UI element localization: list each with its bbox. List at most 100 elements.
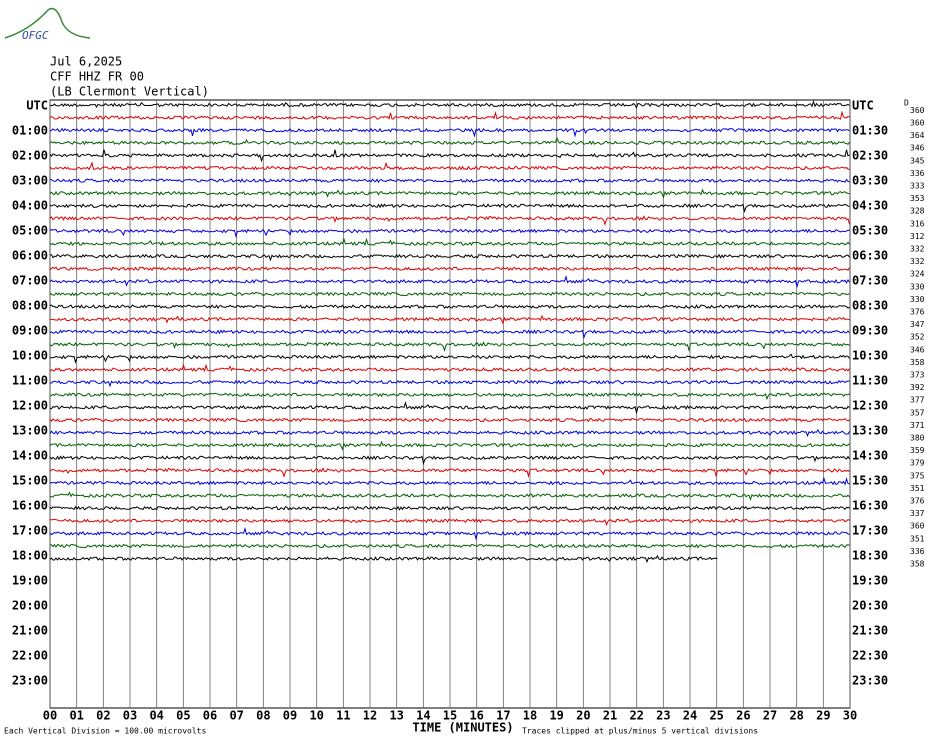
left-time-label: 13:00 — [12, 424, 48, 438]
x-tick-label: 02 — [96, 709, 110, 723]
left-time-label: 03:00 — [12, 174, 48, 188]
right-time-label: 02:30 — [852, 149, 888, 163]
right-time-label: 22:30 — [852, 649, 888, 663]
left-time-label: 09:00 — [12, 324, 48, 338]
x-tick-label: 07 — [229, 709, 243, 723]
right-time-label: 04:30 — [852, 199, 888, 213]
right-time-label: 21:30 — [852, 624, 888, 638]
left-time-label: 21:00 — [12, 624, 48, 638]
right-time-label: 05:30 — [852, 224, 888, 238]
left-time-label: 12:00 — [12, 399, 48, 413]
left-time-label: 18:00 — [12, 549, 48, 563]
seismic-trace — [49, 363, 850, 373]
x-tick-label: 04 — [149, 709, 163, 723]
seismic-trace — [49, 518, 850, 527]
trace-level: 346 — [910, 144, 925, 153]
seismic-trace — [49, 228, 850, 239]
right-time-label: 10:30 — [852, 349, 888, 363]
x-tick-label: 03 — [123, 709, 137, 723]
right-time-label: 12:30 — [852, 399, 888, 413]
trace-level: 353 — [910, 194, 925, 203]
trace-level: 360 — [910, 522, 925, 531]
x-tick-label: 01 — [69, 709, 83, 723]
left-time-label: 19:00 — [12, 574, 48, 588]
x-tick-label: 11 — [336, 709, 350, 723]
seismic-trace — [49, 491, 850, 501]
trace-level: 333 — [910, 182, 925, 191]
trace-level: 371 — [910, 421, 925, 430]
x-tick-label: 16 — [469, 709, 483, 723]
x-tick-label: 29 — [816, 709, 830, 723]
seismic-trace — [49, 291, 850, 297]
x-tick-label: 22 — [629, 709, 643, 723]
x-tick-label: 06 — [203, 709, 217, 723]
trace-level: 351 — [910, 484, 925, 493]
seismic-trace — [49, 477, 850, 486]
trace-level: 392 — [910, 383, 925, 392]
trace-level: 364 — [910, 131, 925, 140]
x-tick-label: 27 — [763, 709, 777, 723]
trace-level: 380 — [910, 434, 925, 443]
x-tick-label: 30 — [843, 709, 857, 723]
trace-level: 376 — [910, 497, 925, 506]
footer-division: Each Vertical Division = 100.00 microvol… — [4, 727, 206, 736]
seismic-trace — [49, 341, 850, 353]
seismic-trace — [49, 527, 850, 541]
seismic-trace — [49, 314, 850, 325]
footer-clip: Traces clipped at plus/minus 5 vertical … — [522, 727, 758, 736]
seismic-trace — [49, 428, 850, 438]
seismic-trace — [49, 203, 850, 214]
seismic-trace — [49, 304, 850, 310]
right-time-label: 11:30 — [852, 374, 888, 388]
left-time-label: 20:00 — [12, 599, 48, 613]
seismic-trace — [49, 136, 850, 146]
logo-arc — [4, 7, 91, 39]
trace-level: 376 — [910, 308, 925, 317]
x-tick-label: 05 — [176, 709, 190, 723]
left-time-label: 04:00 — [12, 199, 48, 213]
trace-level: 336 — [910, 169, 925, 178]
seismic-trace — [50, 178, 850, 184]
seismic-trace — [49, 149, 850, 163]
left-time-label: 01:00 — [12, 124, 48, 138]
trace-level: 346 — [910, 345, 925, 354]
station: CFF HHZ FR 00 — [50, 70, 144, 84]
right-time-label: 01:30 — [852, 124, 888, 138]
right-time-label: 07:30 — [852, 274, 888, 288]
corner-label: D — [904, 99, 909, 108]
seismic-trace — [49, 467, 850, 479]
trace-level: 330 — [910, 282, 925, 291]
trace-level: 351 — [910, 534, 925, 543]
seismic-trace — [49, 455, 850, 466]
trace-level: 336 — [910, 547, 925, 556]
trace-level: 316 — [910, 219, 925, 228]
trace-level: 359 — [910, 446, 925, 455]
seismic-trace — [49, 215, 850, 226]
seismic-trace — [49, 505, 850, 511]
right-time-label: 06:30 — [852, 249, 888, 263]
right-time-label: 03:30 — [852, 174, 888, 188]
x-tick-label: 28 — [789, 709, 803, 723]
left-time-label: 14:00 — [12, 449, 48, 463]
seismic-trace — [49, 554, 718, 564]
x-tick-label: 15 — [443, 709, 457, 723]
x-tick-label: 14 — [416, 709, 430, 723]
left-time-label: 05:00 — [12, 224, 48, 238]
x-tick-label: 25 — [709, 709, 723, 723]
trace-level: 324 — [910, 270, 925, 279]
trace-level: 373 — [910, 371, 925, 380]
x-tick-label: 24 — [683, 709, 697, 723]
left-time-label: 11:00 — [12, 374, 48, 388]
x-tick-label: 13 — [389, 709, 403, 723]
left-time-label: 07:00 — [12, 274, 48, 288]
trace-level: 328 — [910, 207, 925, 216]
seismic-trace — [49, 110, 850, 121]
trace-level: 357 — [910, 408, 925, 417]
left-time-label: 08:00 — [12, 299, 48, 313]
left-time-label: 17:00 — [12, 524, 48, 538]
right-time-label: 15:30 — [852, 474, 888, 488]
seismic-trace — [49, 543, 850, 549]
seismic-trace — [49, 401, 850, 415]
